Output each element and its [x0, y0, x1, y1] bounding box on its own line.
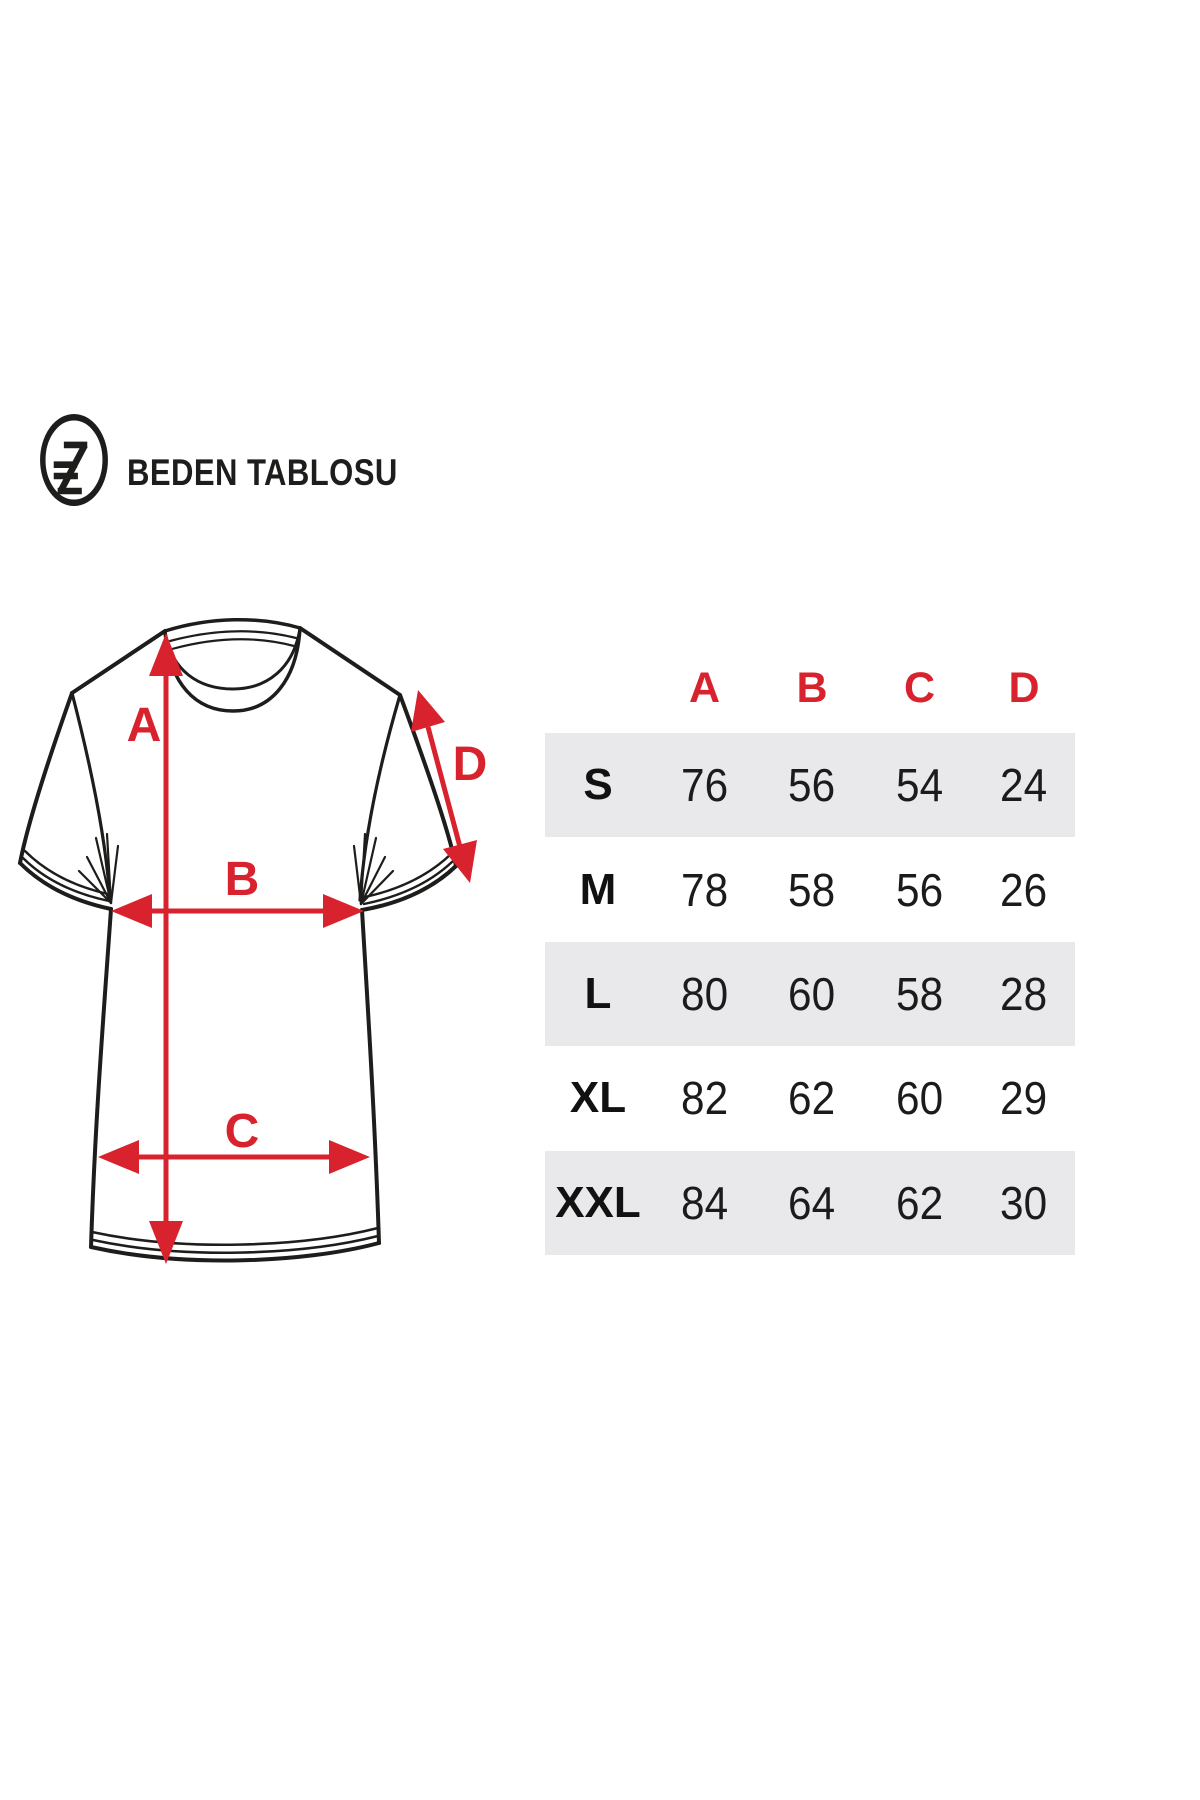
tshirt-side-right [360, 908, 381, 1245]
tshirt-sleeve-left-end [18, 861, 113, 911]
value-a: 80 [680, 967, 729, 1020]
tshirt-shoulder-left [70, 629, 167, 695]
value-d: 24 [1000, 759, 1048, 812]
arrow-c-head-left [98, 1140, 139, 1174]
value-b: 58 [788, 863, 836, 916]
value-c: 54 [895, 759, 944, 812]
arrow-a-head-down [149, 1221, 183, 1264]
arrow-b-head-right [323, 894, 364, 928]
tshirt-side-left [89, 907, 113, 1249]
value-a: 84 [680, 1176, 729, 1229]
value-d: 26 [1000, 863, 1048, 916]
value-c: 60 [895, 1072, 944, 1125]
tshirt-collar-stitch [170, 638, 296, 651]
value-c: 62 [895, 1176, 944, 1229]
size-label: M [579, 864, 617, 914]
tshirt-sleeve-right-end [360, 864, 458, 912]
column-header-b: B [796, 663, 828, 712]
tshirt-seam-left [70, 691, 112, 902]
column-header-d: D [1008, 663, 1040, 712]
diagram-label-a: A [127, 699, 162, 752]
diagram-label-b: B [225, 853, 260, 906]
diagram-label-d: D [453, 738, 488, 791]
tshirt-cuff-stitch [363, 852, 453, 899]
arrow-d-head-down [443, 840, 477, 883]
column-header-a: A [688, 663, 721, 712]
arrow-c-head-right [329, 1140, 370, 1174]
size-label: S [583, 760, 613, 810]
value-a: 76 [680, 759, 729, 812]
arrow-b-head-left [111, 894, 152, 928]
value-d: 28 [1000, 967, 1048, 1020]
page-title: BEDEN TABLOSU [127, 452, 398, 493]
value-d: 30 [1000, 1176, 1048, 1229]
tshirt-hem-stitch [91, 1234, 380, 1255]
size-label: XL [569, 1073, 627, 1123]
arrow-d-line [425, 726, 463, 848]
tshirt-collar-stitch [168, 630, 298, 643]
value-a: 82 [680, 1072, 729, 1125]
size-table: S 76 56 54 24 M 78 58 56 26 L 80 60 58 2… [545, 733, 1075, 1255]
table-row-m: M 78 58 56 26 [545, 837, 1075, 941]
tshirt-cuff-stitch [21, 856, 111, 903]
arrow-d-head-up [411, 690, 445, 732]
size-label: L [584, 968, 612, 1018]
value-d: 29 [1000, 1072, 1048, 1125]
table-row-l: L 80 60 58 28 [545, 941, 1075, 1047]
table-row-xl: XL 82 62 60 29 [545, 1046, 1075, 1150]
value-c: 56 [895, 863, 944, 916]
value-b: 60 [788, 967, 836, 1020]
size-label: XXL [555, 1177, 641, 1227]
table-row-s: S 76 56 54 24 [545, 733, 1075, 838]
measurement-arrows [98, 633, 477, 1264]
column-header-c: C [903, 663, 936, 712]
tshirt-hem-stitch [90, 1226, 380, 1247]
value-c: 58 [895, 967, 944, 1020]
value-b: 56 [788, 759, 836, 812]
size-table-header: A B C D [545, 656, 1098, 720]
tshirt-sleeve-left-outer [18, 691, 74, 865]
tshirt-cuff-stitch [362, 859, 455, 906]
tshirt-armpit-creases [77, 832, 395, 906]
diagram-label-c: C [225, 1105, 260, 1158]
tshirt-collar [163, 618, 302, 633]
value-a: 78 [680, 863, 729, 916]
tshirt-hem [89, 1241, 381, 1263]
brand-logo-icon [40, 413, 108, 507]
table-row-xxl: XXL 84 64 62 30 [545, 1150, 1075, 1255]
tshirt-seam-right [358, 693, 402, 902]
arrow-a-head-up [149, 633, 183, 676]
tshirt-shoulder-right [298, 626, 402, 697]
value-b: 62 [788, 1072, 836, 1125]
value-b: 64 [788, 1176, 836, 1229]
